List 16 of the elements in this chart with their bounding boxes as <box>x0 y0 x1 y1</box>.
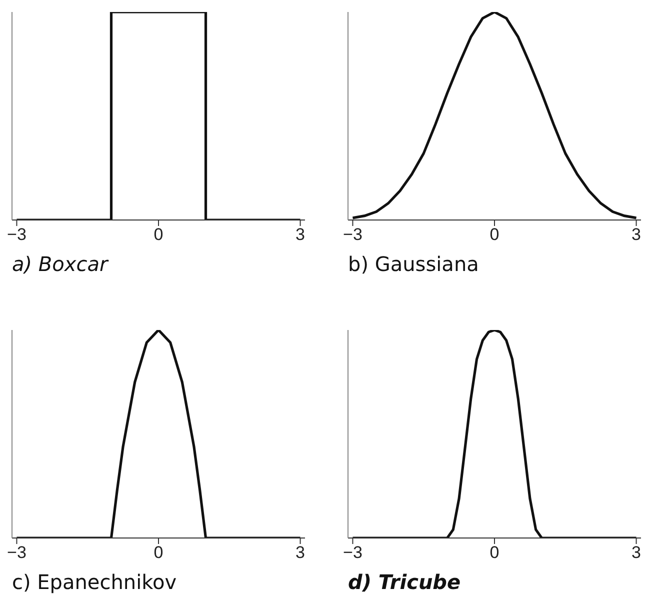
x-tick-label: −3 <box>7 225 26 244</box>
x-axis-title: b) Gaussiana <box>348 252 480 276</box>
x-tick-label: −3 <box>7 543 26 562</box>
x-tick-label: 0 <box>490 543 500 562</box>
x-tick-label: −3 <box>343 225 362 244</box>
x-tick-label: 0 <box>154 225 164 244</box>
x-axis-title: c) Epanechnikov <box>12 570 178 594</box>
x-tick-label: 3 <box>296 225 306 244</box>
x-tick-label: 3 <box>632 225 642 244</box>
x-axis-title: d) Tricube <box>348 570 462 594</box>
x-tick-label: 0 <box>154 543 164 562</box>
x-tick-label: 0 <box>490 225 500 244</box>
x-tick-label: 3 <box>632 543 642 562</box>
x-tick-label: −3 <box>343 543 362 562</box>
x-tick-label: 3 <box>296 543 306 562</box>
x-axis-title: a) Boxcar <box>12 252 110 276</box>
